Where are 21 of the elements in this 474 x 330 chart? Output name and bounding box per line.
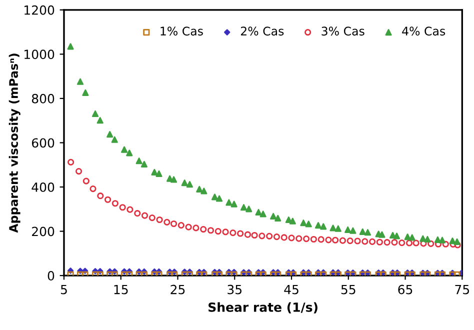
legend-label: 4% Cas [402, 26, 446, 36]
x-tick-label: 45 [284, 284, 298, 294]
x-tick-label: 25 [170, 284, 185, 294]
y-tick-label: 800 [32, 94, 54, 104]
x-tick-label: 5 [60, 284, 67, 294]
y-tick-label: 0 [48, 271, 54, 280]
x-tick-label: 35 [228, 284, 242, 294]
y-tick-label: 1000 [24, 50, 54, 60]
x-tick-label: 65 [398, 284, 412, 294]
y-axis-title: Apparent viscosity (mPasⁿ) [8, 54, 20, 233]
y-tick-label: 1200 [24, 5, 54, 15]
x-tick-label: 75 [455, 284, 470, 294]
x-axis-title: Shear rate (1/s) [208, 302, 318, 314]
legend-label: 2% Cas [240, 26, 284, 36]
y-tick-label: 600 [32, 138, 54, 148]
x-tick-label: 55 [341, 284, 356, 294]
y-tick-label: 200 [32, 226, 54, 236]
y-tick-label: 400 [32, 182, 54, 192]
legend-label: 1% Cas [160, 26, 203, 36]
x-tick-label: 15 [114, 284, 128, 294]
legend-label: 3% Cas [322, 26, 364, 36]
